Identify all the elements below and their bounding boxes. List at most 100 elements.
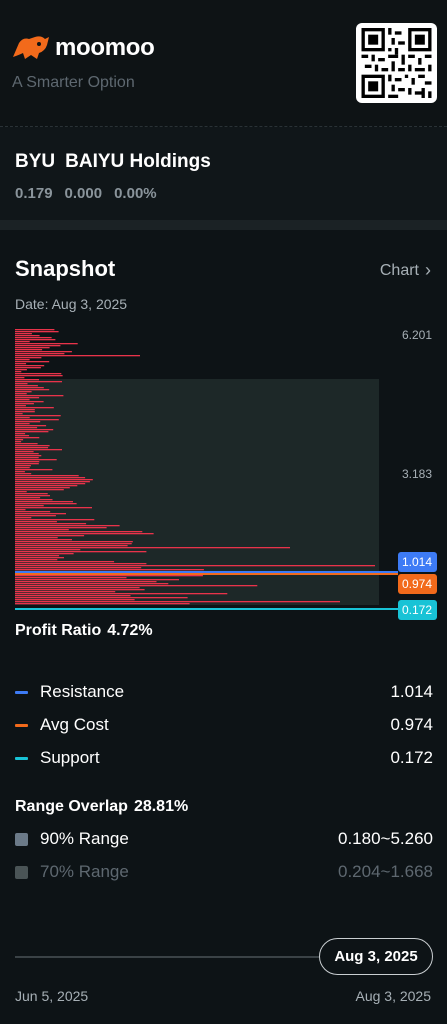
snapshot-date: Date: Aug 3, 2025 xyxy=(15,296,128,312)
chip-bar xyxy=(15,511,51,513)
chip-bar xyxy=(15,601,340,603)
profit-ratio-value: 4.72% xyxy=(107,622,153,639)
chip-bar xyxy=(15,497,41,499)
chip-bar xyxy=(15,595,131,597)
resistance-value: 1.014 xyxy=(390,682,433,701)
range-overlap-label: Range Overlap xyxy=(15,798,128,815)
quote-panel: BYU BAIYU Holdings 0.179 0.000 0.00% xyxy=(0,127,447,220)
chip-bar xyxy=(15,353,65,355)
chip-bar xyxy=(15,377,25,379)
chip-bar xyxy=(15,413,23,415)
chip-bar xyxy=(15,425,47,427)
chip-bar xyxy=(15,547,290,549)
support-label: Support xyxy=(40,748,100,767)
chip-bar xyxy=(15,493,48,495)
range-overlap-heading: Range Overlap 28.81% xyxy=(15,798,188,816)
range-70-legend-icon xyxy=(15,865,28,879)
chip-bar xyxy=(15,599,135,601)
chip-bar xyxy=(15,419,59,421)
chip-bar xyxy=(15,373,62,375)
chip-bar xyxy=(15,589,145,591)
avg-cost-tag-value: 0.974 xyxy=(402,577,432,591)
chip-bar xyxy=(15,551,147,553)
chip-bar xyxy=(15,443,38,445)
support-row: Support 0.172 xyxy=(15,748,433,768)
chip-bar xyxy=(15,361,50,363)
avg-cost-value: 0.974 xyxy=(390,715,433,734)
chip-bar xyxy=(15,357,42,359)
chip-bar xyxy=(15,347,50,349)
chip-bar xyxy=(15,479,93,481)
chip-bar xyxy=(15,553,74,555)
chip-bar xyxy=(15,409,35,411)
chip-bar xyxy=(15,597,188,599)
chip-bar xyxy=(15,565,375,567)
chip-bar xyxy=(15,587,140,589)
chip-bar xyxy=(15,475,79,477)
qr-code-icon xyxy=(361,28,432,98)
chip-bar xyxy=(15,481,90,483)
chip-bar xyxy=(15,543,132,545)
chip-bar xyxy=(15,349,43,351)
stock-change: 0.000 xyxy=(64,185,103,202)
chip-bar xyxy=(15,411,35,413)
chip-bar xyxy=(15,363,27,365)
price-mid-label: 3.183 xyxy=(402,467,432,481)
chip-bar xyxy=(15,585,258,587)
chip-bar xyxy=(15,453,39,455)
chip-bar xyxy=(15,557,64,559)
chip-bar xyxy=(15,603,190,605)
chip-bar xyxy=(15,485,78,487)
chip-bar xyxy=(15,341,30,343)
chip-bar xyxy=(15,501,73,503)
chip-bar xyxy=(15,591,116,593)
chip-bar xyxy=(15,427,38,429)
chip-bar xyxy=(15,503,77,505)
chip-bar xyxy=(15,435,30,437)
chip-bar xyxy=(15,451,34,453)
timeline-handle[interactable]: Aug 3, 2025 xyxy=(319,938,433,975)
chip-bar xyxy=(15,433,26,435)
chip-bar xyxy=(15,459,57,461)
chip-bar xyxy=(15,525,120,527)
chip-bar xyxy=(15,545,128,547)
chip-bar xyxy=(15,441,22,443)
support-tag-value: 0.172 xyxy=(402,603,432,617)
chip-bar xyxy=(15,355,140,357)
chip-bar xyxy=(15,563,147,565)
chip-bar xyxy=(15,439,24,441)
chip-bar xyxy=(15,405,26,407)
range-70-row: 70% Range 0.204~1.668 xyxy=(15,862,433,882)
range-90-legend-icon xyxy=(15,832,28,846)
chip-bar xyxy=(15,505,44,507)
chip-bar xyxy=(15,381,62,383)
chip-bar xyxy=(15,483,86,485)
support-value: 0.172 xyxy=(390,748,433,767)
stock-name: BAIYU Holdings xyxy=(65,151,211,172)
resistance-legend-icon xyxy=(15,690,28,694)
chip-bar xyxy=(15,331,59,333)
chip-bar xyxy=(15,541,133,543)
chip-bar xyxy=(15,383,28,385)
chip-bar xyxy=(15,531,143,533)
chip-bar xyxy=(15,397,40,399)
qr-code[interactable] xyxy=(356,23,437,103)
chip-bar xyxy=(15,457,39,459)
timeline-track[interactable] xyxy=(15,956,417,958)
chip-bar xyxy=(15,581,157,583)
resistance-label: Resistance xyxy=(40,682,125,701)
chart-link[interactable]: Chart › xyxy=(380,260,431,281)
chip-bar xyxy=(15,401,44,403)
chip-bar xyxy=(15,467,30,469)
stock-change-pct: 0.00% xyxy=(114,185,157,202)
support-legend-icon xyxy=(15,756,28,760)
chip-bar xyxy=(15,391,32,393)
chip-bar xyxy=(15,429,54,431)
brand-logo[interactable]: moomoo xyxy=(11,34,155,62)
chip-bar xyxy=(15,335,40,337)
range-70-label: 70% Range xyxy=(40,862,129,881)
stock-symbol: BYU xyxy=(15,151,56,172)
avg-cost-tag xyxy=(398,574,437,594)
chip-bar xyxy=(15,579,179,581)
chip-bar xyxy=(15,469,53,471)
